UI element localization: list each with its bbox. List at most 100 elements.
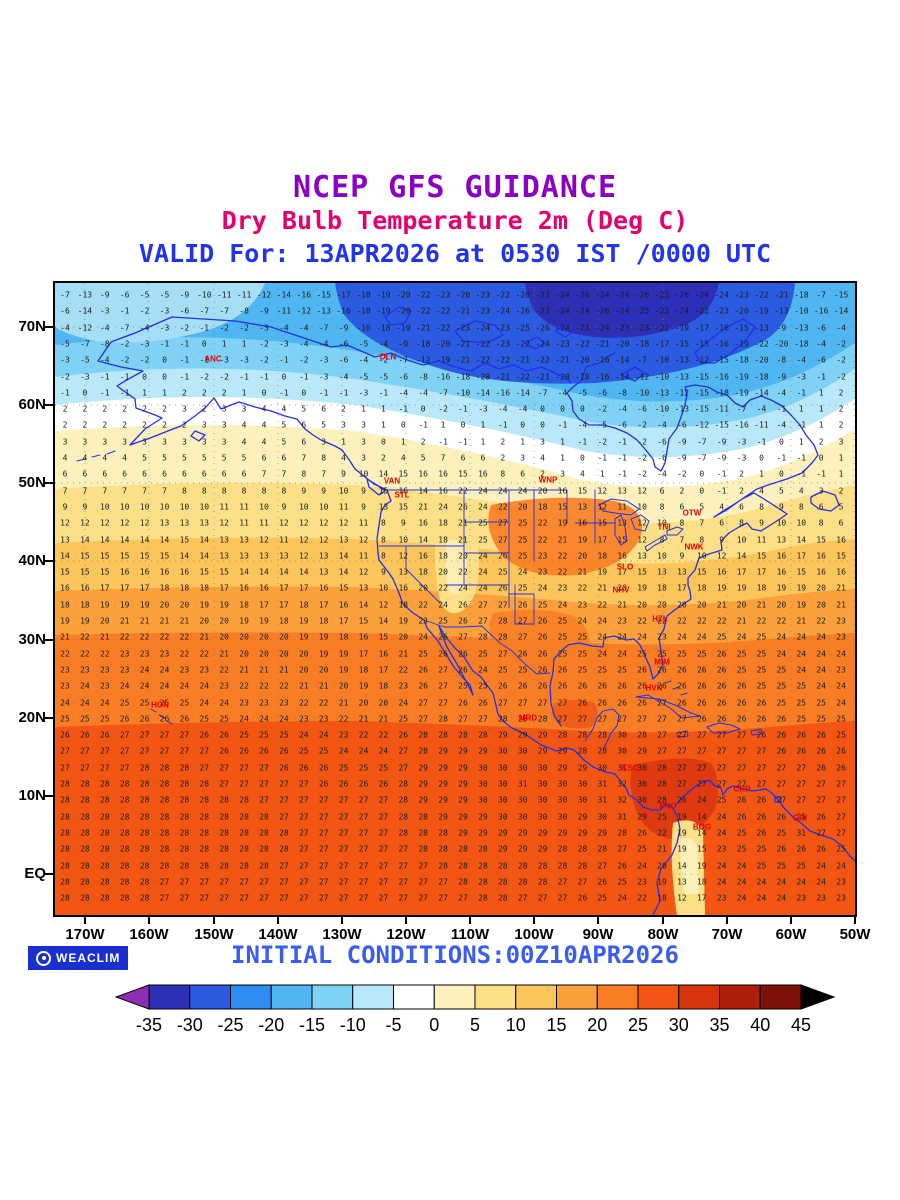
southwest-warm-patch	[489, 609, 590, 675]
grid-temperature-value: 24	[199, 682, 209, 691]
grid-temperature-value: 19	[100, 600, 110, 609]
grid-temperature-value: 28	[657, 763, 667, 772]
grid-temperature-value: 22	[538, 519, 548, 528]
grid-temperature-value: -5	[379, 372, 389, 381]
grid-temperature-value: 14	[737, 551, 747, 560]
grid-temperature-value: 15	[597, 519, 607, 528]
grid-temperature-value: 6	[321, 405, 326, 414]
grid-temperature-value: 25	[180, 698, 190, 707]
parameter-subtitle: Dry Bulb Temperature 2m (Deg C)	[40, 206, 870, 235]
grid-temperature-value: -15	[316, 291, 330, 300]
grid-temperature-value: -1	[777, 454, 787, 463]
grid-temperature-value: 14	[100, 535, 110, 544]
grid-temperature-value: 27	[697, 731, 707, 740]
grid-temperature-value: 26	[578, 682, 588, 691]
grid-temperature-value: -17	[695, 323, 709, 332]
grid-temperature-value: 18	[657, 584, 667, 593]
grid-temperature-value: 14	[418, 535, 428, 544]
grid-temperature-value: 25	[518, 551, 528, 560]
grid-temperature-value: 22	[60, 649, 70, 658]
grid-temperature-value: 27	[498, 519, 508, 528]
grid-temperature-value: 29	[418, 763, 428, 772]
grid-temperature-value: -3	[60, 356, 70, 365]
lat-axis-label: 20N	[2, 709, 46, 726]
grid-temperature-value: 28	[438, 731, 448, 740]
grid-temperature-value: 0	[281, 372, 286, 381]
grid-temperature-value: 6	[82, 470, 87, 479]
grid-temperature-value: 27	[180, 731, 190, 740]
grid-temperature-value: 27	[717, 731, 727, 740]
grid-temperature-value: 15	[617, 535, 627, 544]
grid-temperature-value: 24	[597, 633, 607, 642]
grid-temperature-value: -1	[717, 470, 727, 479]
grid-temperature-value: -2	[219, 323, 229, 332]
grid-temperature-value: 16	[478, 470, 488, 479]
lat-axis-label: EQ	[2, 865, 46, 882]
grid-temperature-value: -9	[777, 372, 787, 381]
grid-temperature-value: 12	[637, 535, 647, 544]
grid-temperature-value: -23	[714, 307, 728, 316]
grid-temperature-value: -23	[456, 323, 470, 332]
grid-temperature-value: 14	[180, 551, 190, 560]
grid-temperature-value: 25	[558, 617, 568, 626]
grid-temperature-value: 20	[239, 649, 249, 658]
grid-temperature-value: 5	[281, 437, 286, 446]
grid-temperature-value: -4	[339, 372, 349, 381]
grid-temperature-value: -21	[456, 307, 470, 316]
grid-temperature-value: 29	[558, 747, 568, 756]
grid-temperature-value: -17	[655, 339, 669, 348]
grid-temperature-value: 20	[816, 584, 826, 593]
grid-temperature-value: -24	[535, 339, 549, 348]
grid-temperature-value: 20	[379, 698, 389, 707]
grid-temperature-value: -7	[538, 388, 548, 397]
grid-temperature-value: -20	[456, 291, 470, 300]
lon-axis-label: 160W	[121, 926, 177, 943]
grid-temperature-value: 26	[617, 682, 627, 691]
grid-temperature-value: -4	[518, 405, 528, 414]
grid-temperature-value: 15	[80, 568, 90, 577]
grid-temperature-value: 25	[777, 682, 787, 691]
grid-temperature-value: 19	[359, 682, 369, 691]
grid-temperature-value: 24	[339, 747, 349, 756]
grid-temperature-value: -2	[120, 356, 130, 365]
grid-temperature-value: 26	[717, 665, 727, 674]
grid-temperature-value: -9	[180, 291, 190, 300]
station-label-gri: GRI	[793, 814, 807, 823]
grid-temperature-value: 28	[180, 780, 190, 789]
lon-axis-tick	[854, 917, 856, 924]
grid-temperature-value: 25	[578, 649, 588, 658]
grid-temperature-value: -1	[717, 486, 727, 495]
lat-axis-tick	[45, 560, 53, 562]
grid-temperature-value: 24	[438, 502, 448, 511]
grid-temperature-value: 16	[777, 551, 787, 560]
grid-temperature-value: 28	[498, 633, 508, 642]
grid-temperature-value: 8	[321, 454, 326, 463]
grid-temperature-value: 19	[637, 584, 647, 593]
grid-temperature-value: -21	[774, 291, 788, 300]
grid-temperature-value: -21	[456, 339, 470, 348]
grid-temperature-value: 22	[637, 617, 647, 626]
grid-temperature-value: 10	[180, 502, 190, 511]
grid-temperature-value: 25	[578, 665, 588, 674]
grid-temperature-value: 26	[717, 714, 727, 723]
grid-temperature-value: 22	[299, 698, 309, 707]
grid-temperature-value: -9	[100, 291, 110, 300]
grid-temperature-value: 4	[102, 454, 107, 463]
grid-temperature-value: 8	[182, 486, 187, 495]
grid-temperature-value: -4	[140, 323, 150, 332]
grid-temperature-value: 27	[219, 763, 229, 772]
grid-temperature-value: 9	[779, 502, 784, 511]
grid-temperature-value: 24	[418, 633, 428, 642]
grid-temperature-value: 22	[219, 665, 229, 674]
grid-temperature-value: 27	[498, 535, 508, 544]
grid-temperature-value: 26	[279, 763, 289, 772]
grid-temperature-value: 9	[82, 502, 87, 511]
grid-temperature-value: 26	[438, 633, 448, 642]
grid-temperature-value: 29	[418, 780, 428, 789]
grid-temperature-value: 24	[359, 747, 369, 756]
grid-temperature-value: 20	[199, 617, 209, 626]
grid-temperature-value: 16	[836, 535, 846, 544]
grid-temperature-value: 29	[637, 747, 647, 756]
grid-temperature-value: 6	[63, 470, 68, 479]
grid-temperature-value: -15	[714, 356, 728, 365]
